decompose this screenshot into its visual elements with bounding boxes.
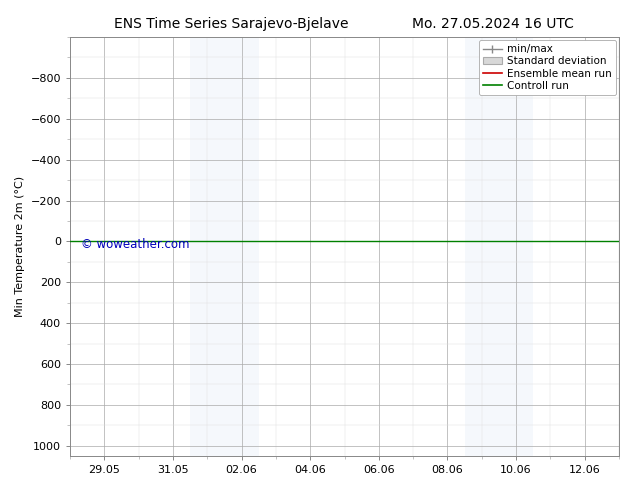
Text: Mo. 27.05.2024 16 UTC: Mo. 27.05.2024 16 UTC <box>412 17 574 31</box>
Bar <box>465 37 533 456</box>
Y-axis label: Min Temperature 2m (°C): Min Temperature 2m (°C) <box>15 176 25 317</box>
Bar <box>190 37 259 456</box>
Legend: min/max, Standard deviation, Ensemble mean run, Controll run: min/max, Standard deviation, Ensemble me… <box>479 40 616 95</box>
Text: ENS Time Series Sarajevo-Bjelave: ENS Time Series Sarajevo-Bjelave <box>114 17 349 31</box>
Text: © woweather.com: © woweather.com <box>81 238 190 251</box>
